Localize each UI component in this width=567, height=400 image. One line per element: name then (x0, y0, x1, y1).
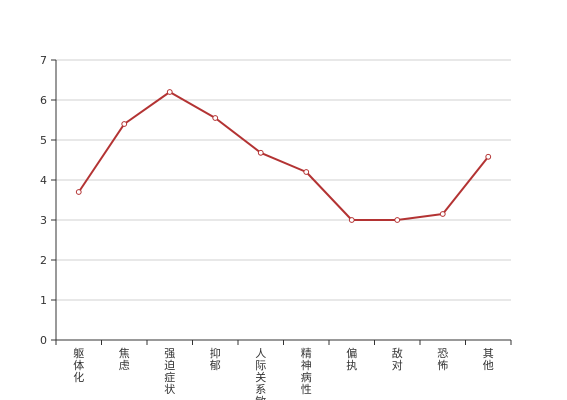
x-axis-ticks: 躯体化 焦虑 强迫症状 抑郁 人际关系敏感 精神病性 偏执 敌对 恐怖 其他 (55, 340, 512, 400)
data-point-0-7 (394, 217, 401, 223)
data-point-0-3 (212, 115, 219, 121)
y-tick-label-7: 7 (40, 54, 47, 67)
y-tick-label-4: 4 (40, 174, 47, 187)
data-point-0-8 (439, 211, 446, 217)
axes (55, 60, 511, 341)
y-tick-label-1: 1 (40, 294, 47, 307)
y-axis-ticks: 0 1 2 3 4 5 6 7 (40, 54, 56, 347)
data-point-0-0 (75, 189, 82, 195)
grid-lines (56, 59, 511, 301)
data-point-0-6 (348, 217, 355, 223)
x-tick-label-9: 其他 (483, 347, 494, 372)
x-tick-label-6: 偏执 (346, 346, 357, 372)
data-point-0-1 (121, 121, 128, 127)
series-group (75, 89, 492, 223)
x-tick-label-2: 强迫症状 (164, 347, 175, 396)
y-tick-label-6: 6 (40, 94, 47, 107)
x-tick-label-7: 敌对 (392, 346, 403, 372)
x-tick-label-1: 焦虑 (119, 347, 130, 372)
x-tick-label-8: 恐怖 (437, 347, 448, 372)
x-tick-label-0: 躯体化 (73, 347, 84, 384)
y-tick-label-0: 0 (40, 334, 47, 347)
y-tick-label-2: 2 (40, 254, 47, 267)
series-line-0 (77, 91, 490, 221)
x-tick-label-4: 人际关系敏感 (255, 347, 266, 400)
y-tick-label-3: 3 (40, 214, 47, 227)
data-point-0-2 (166, 89, 173, 95)
x-tick-label-3: 抑郁 (210, 346, 221, 372)
data-point-0-4 (257, 149, 264, 156)
y-tick-label-5: 5 (40, 134, 47, 147)
x-tick-label-5: 精神病性 (301, 347, 312, 396)
data-point-0-9 (485, 153, 492, 160)
data-point-0-5 (303, 169, 310, 175)
